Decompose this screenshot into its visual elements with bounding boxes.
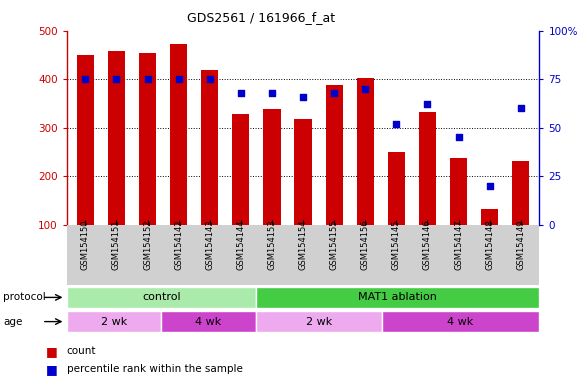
Text: percentile rank within the sample: percentile rank within the sample: [67, 364, 242, 374]
Point: [298, 94, 307, 100]
Point: [423, 101, 432, 108]
Bar: [325, 85, 343, 225]
Text: ■: ■: [46, 363, 58, 376]
Bar: [77, 55, 94, 225]
Text: age: age: [3, 316, 22, 327]
Bar: [382, 311, 539, 332]
Point: [112, 76, 121, 82]
Bar: [450, 158, 467, 225]
Bar: [139, 53, 156, 225]
Bar: [170, 44, 187, 225]
Point: [329, 90, 339, 96]
Text: 4 wk: 4 wk: [195, 316, 222, 327]
Point: [516, 105, 525, 111]
Point: [205, 76, 215, 82]
Bar: [233, 114, 249, 225]
Text: MAT1 ablation: MAT1 ablation: [358, 292, 437, 303]
Text: 2 wk: 2 wk: [306, 316, 332, 327]
Bar: [481, 209, 498, 225]
Bar: [256, 311, 382, 332]
Point: [361, 86, 370, 92]
Text: 4 wk: 4 wk: [448, 316, 474, 327]
Point: [485, 183, 494, 189]
Bar: [419, 112, 436, 225]
Point: [267, 90, 277, 96]
Bar: [67, 311, 161, 332]
Bar: [108, 51, 125, 225]
Bar: [67, 287, 256, 308]
Bar: [388, 152, 405, 225]
Point: [174, 76, 183, 82]
Text: protocol: protocol: [3, 292, 46, 303]
Text: 2 wk: 2 wk: [101, 316, 127, 327]
Bar: [161, 311, 256, 332]
Bar: [256, 287, 539, 308]
Text: count: count: [67, 346, 96, 356]
Text: GDS2561 / 161966_f_at: GDS2561 / 161966_f_at: [187, 12, 335, 25]
Point: [454, 134, 463, 141]
Point: [81, 76, 90, 82]
Point: [236, 90, 245, 96]
Bar: [263, 109, 281, 225]
Bar: [357, 78, 374, 225]
Bar: [295, 119, 311, 225]
Text: ■: ■: [46, 345, 58, 358]
Bar: [201, 71, 218, 225]
Point: [392, 121, 401, 127]
Bar: [512, 161, 530, 225]
Text: control: control: [142, 292, 180, 303]
Point: [143, 76, 152, 82]
